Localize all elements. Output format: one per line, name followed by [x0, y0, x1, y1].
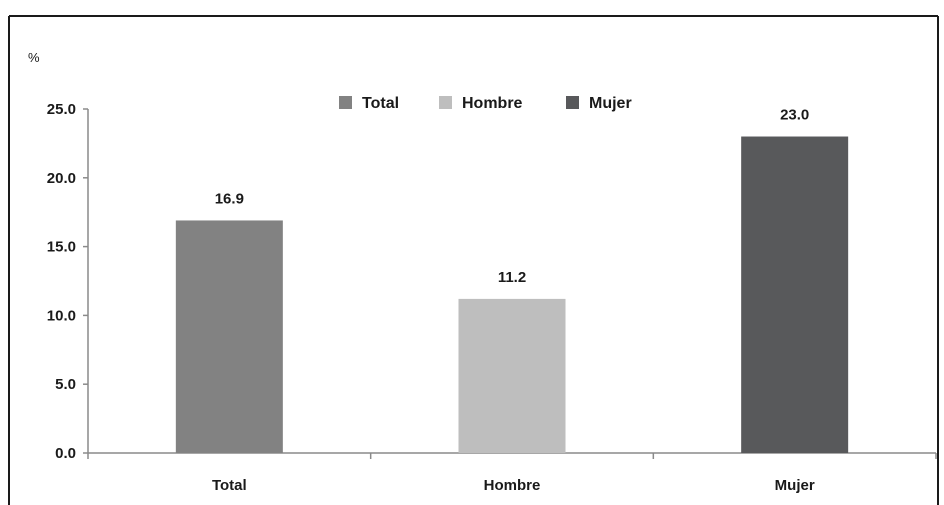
x-category-label: Mujer: [775, 477, 815, 494]
y-tick-label: 15.0: [47, 239, 76, 256]
data-label: 16.9: [215, 190, 244, 207]
bar-hombre: [458, 298, 566, 453]
data-label: 11.2: [498, 269, 526, 286]
legend-swatch-total: [339, 96, 352, 109]
bars: 16.9 11.2 23.0: [175, 107, 849, 453]
y-tick-label: 20.0: [47, 170, 76, 187]
legend-swatch-hombre: [439, 96, 452, 109]
bar-mujer: [741, 136, 849, 453]
data-label: 23.0: [780, 107, 809, 124]
y-tick-label: 0.0: [55, 445, 76, 462]
y-tick-label: 5.0: [55, 376, 76, 393]
y-tick-label: 10.0: [47, 307, 76, 324]
legend-label-hombre: Hombre: [462, 95, 523, 112]
bar-total: [175, 220, 283, 453]
unit-label: %: [28, 50, 40, 65]
legend-swatch-mujer: [566, 96, 579, 109]
legend-label-mujer: Mujer: [589, 95, 632, 112]
legend: Total Hombre Mujer: [339, 95, 632, 112]
y-tick-label: 25.0: [47, 101, 76, 118]
legend-label-total: Total: [362, 95, 399, 112]
x-category-label: Hombre: [484, 477, 541, 494]
x-category-label: Total: [212, 477, 247, 494]
